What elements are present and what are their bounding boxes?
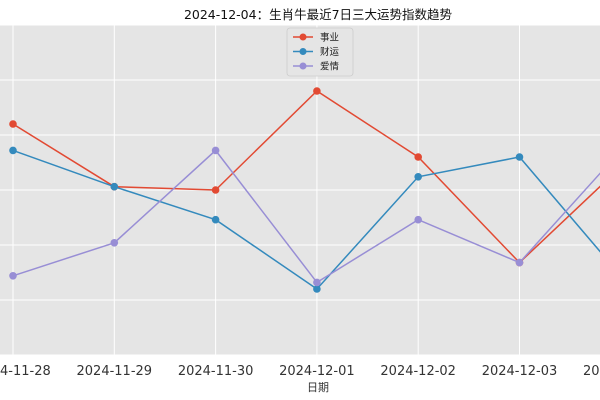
chart-title: 2024-12-04：生肖牛最近7日三大运势指数趋势 [184, 7, 453, 22]
x-tick-labels: 2024-11-28 2024-11-29 2024-11-30 2024-12-01… [0, 364, 600, 379]
x-tick-label: 2024-12-04 [583, 364, 600, 379]
data-point [211, 186, 220, 194]
legend-label: 事业 [320, 32, 339, 44]
legend-swatch-marker [299, 48, 307, 55]
legend-swatch-marker [299, 62, 307, 70]
data-point [9, 120, 17, 128]
data-point [313, 278, 321, 287]
data-point [110, 239, 119, 247]
legend-label: 爱情 [320, 61, 340, 73]
x-tick-label: 2024-11-28 [0, 364, 51, 379]
legend-label: 财运 [320, 46, 340, 58]
series-layer [9, 87, 600, 293]
data-point [515, 258, 524, 267]
x-tick-label: 2024-12-02 [380, 364, 456, 379]
data-point [313, 285, 321, 293]
data-point [110, 182, 119, 191]
x-tick-label: 2024-11-29 [77, 364, 153, 379]
series-2 [9, 146, 600, 293]
data-point [414, 215, 423, 224]
x-tick-label: 2024-11-30 [178, 364, 254, 379]
x-tick-label: 2024-12-03 [482, 364, 558, 379]
legend-item: 爱情 [293, 61, 340, 73]
series-3 [9, 146, 600, 287]
x-tick-label: 2024-12-01 [279, 364, 355, 379]
data-point [515, 153, 524, 161]
data-point [211, 146, 220, 155]
data-point [211, 215, 220, 224]
data-point [313, 87, 321, 95]
data-point [9, 272, 17, 280]
legend-swatch-marker [299, 33, 307, 41]
data-point [414, 173, 423, 181]
data-point [414, 153, 423, 161]
legend-item: 事业 [293, 32, 339, 44]
data-point [9, 146, 17, 155]
legend-item: 财运 [293, 46, 340, 58]
x-axis-label: 日期 [307, 381, 329, 394]
